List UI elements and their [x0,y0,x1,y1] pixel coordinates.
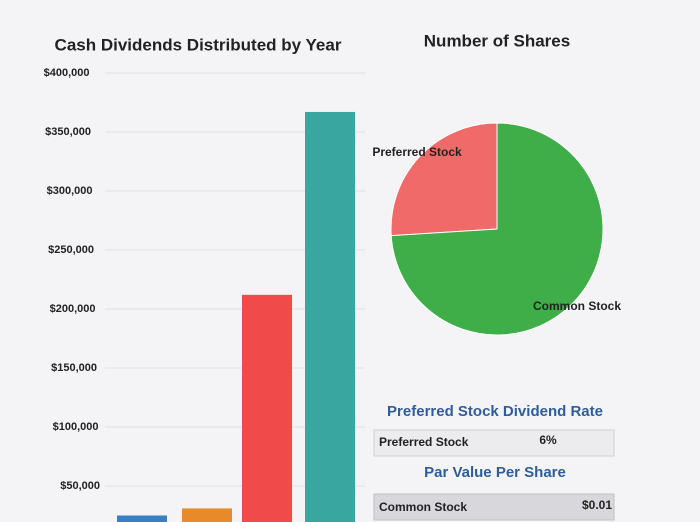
table-title: Preferred Stock Dividend Rate [387,403,603,420]
bar [242,294,292,522]
bar-chart-title: Cash Dividends Distributed by Year [55,35,342,54]
pie-slice [390,122,498,237]
table-cell: 6% [539,433,557,447]
table-row [373,493,615,521]
pie-chart-title: Number of Shares [424,31,570,50]
bar [117,515,167,522]
slice-label: Common Stock [533,299,621,313]
bar [305,111,355,522]
y-tick-label: $400,000 [44,67,90,79]
y-tick-label: $200,000 [50,303,96,315]
y-tick-label: $350,000 [45,126,91,138]
table-cell: $0.01 [582,498,612,512]
table-row [373,429,615,457]
y-tick-label: $100,000 [53,421,99,433]
bar [182,508,232,522]
y-tick-label: $250,000 [48,244,94,256]
y-tick-label: $50,000 [60,480,100,492]
y-tick-label: $150,000 [51,362,97,374]
slice-label: Preferred Stock [372,145,462,159]
pie-slice [390,122,604,336]
table-title: Par Value Per Share [424,464,566,481]
y-tick-label: $300,000 [47,185,93,197]
table-cell: Common Stock [379,500,467,514]
table-cell: Preferred Stock [379,435,469,449]
